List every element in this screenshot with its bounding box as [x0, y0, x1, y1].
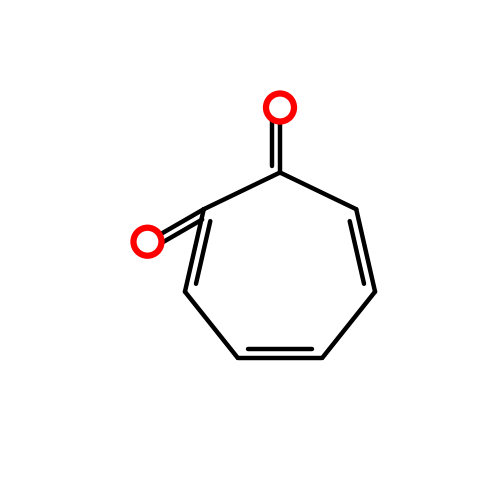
Circle shape — [134, 228, 162, 256]
Circle shape — [266, 94, 294, 122]
